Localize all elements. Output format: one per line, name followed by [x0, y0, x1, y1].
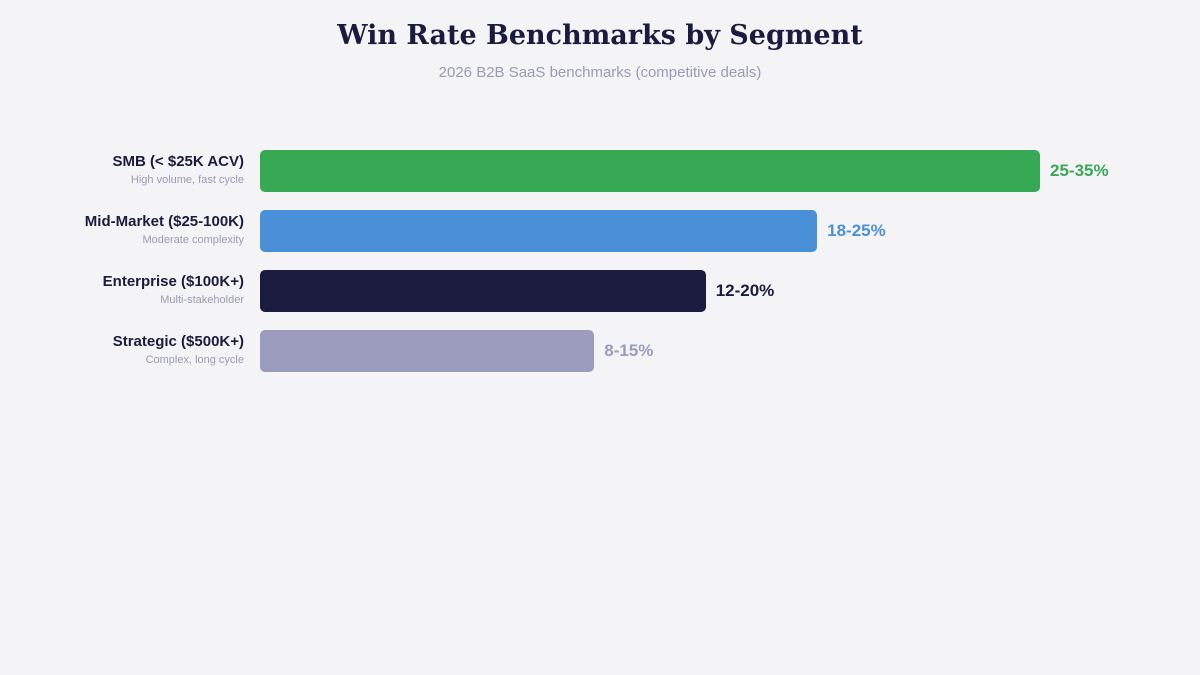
bar-value-label: 8-15% [604, 341, 654, 360]
category-label: SMB (< $25K ACV) High volume, fast cycle [112, 153, 244, 187]
category-note: Moderate complexity [142, 234, 245, 246]
bar-value-label: 18-25% [827, 221, 886, 240]
category-name: Enterprise ($100K+) [102, 273, 244, 290]
bar [260, 330, 595, 372]
category-label: Mid-Market ($25-100K) Moderate complexity [85, 213, 244, 247]
bar [260, 210, 818, 252]
chart-title: Win Rate Benchmarks by Segment [337, 20, 863, 51]
category-label: Strategic ($500K+) Complex, long cycle [113, 333, 244, 367]
category-name: Mid-Market ($25-100K) [84, 213, 244, 230]
category-name: SMB (< $25K ACV) [112, 153, 244, 170]
bar-value-label: 12-20% [715, 281, 775, 300]
category-label: Enterprise ($100K+) Multi-stakeholder [103, 273, 244, 307]
bar [260, 270, 706, 312]
category-note: Complex, long cycle [145, 354, 244, 366]
category-name: Strategic ($500K+) [112, 333, 244, 350]
bar-value-label: 25-35% [1050, 161, 1109, 180]
category-note: High volume, fast cycle [130, 174, 244, 186]
category-note: Multi-stakeholder [160, 294, 244, 306]
bar [260, 150, 1040, 192]
chart-subtitle: 2026 B2B SaaS benchmarks (competitive de… [438, 64, 762, 81]
